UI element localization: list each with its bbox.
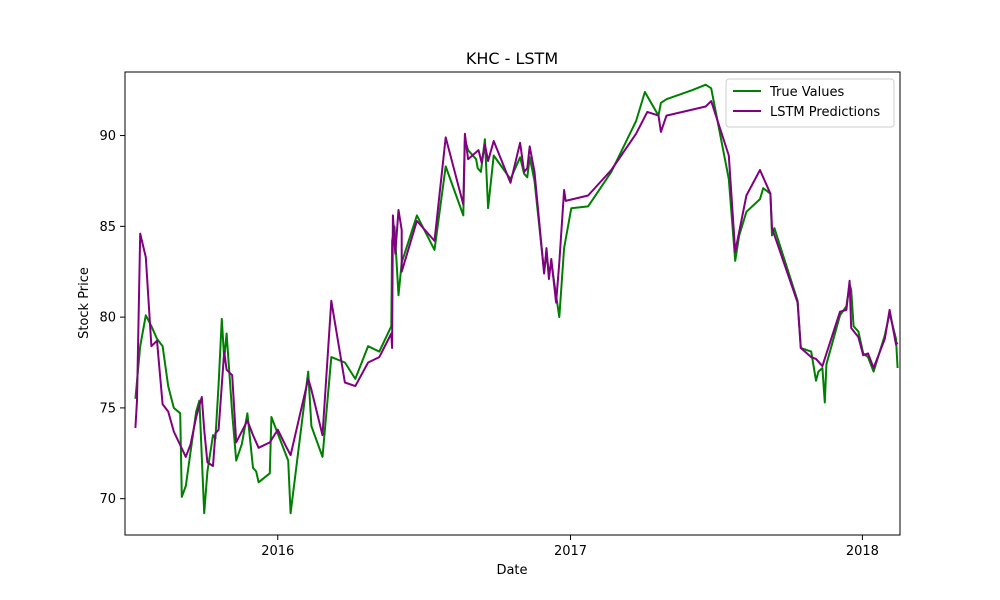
series-line-true-values: [134, 83, 899, 515]
y-tick-label: 75: [99, 401, 116, 416]
legend-box: [725, 78, 895, 128]
x-tick-label: 2018: [846, 544, 879, 559]
x-tick-label: 2017: [554, 544, 587, 559]
y-tick-label: 85: [99, 220, 116, 235]
plot-area: [124, 71, 901, 536]
x-tick-label: 2016: [261, 544, 294, 559]
y-tick-label: 70: [99, 492, 116, 507]
legend-label-lstm-predictions: LSTM Predictions: [770, 105, 880, 120]
chart-title: KHC - LSTM: [466, 49, 558, 68]
y-tick-label: 80: [99, 311, 116, 326]
legend: True Values LSTM Predictions: [725, 78, 895, 128]
x-axis-label: Date: [496, 563, 527, 578]
series-layer: [134, 83, 899, 515]
y-ticks: 70 75 80 85 90: [99, 129, 125, 507]
legend-label-true-values: True Values: [769, 85, 844, 100]
x-ticks: 2016 2017 2018: [261, 535, 879, 559]
y-tick-label: 90: [99, 129, 116, 144]
series-line-lstm-predictions: [134, 100, 899, 467]
y-axis-label: Stock Price: [77, 267, 92, 339]
